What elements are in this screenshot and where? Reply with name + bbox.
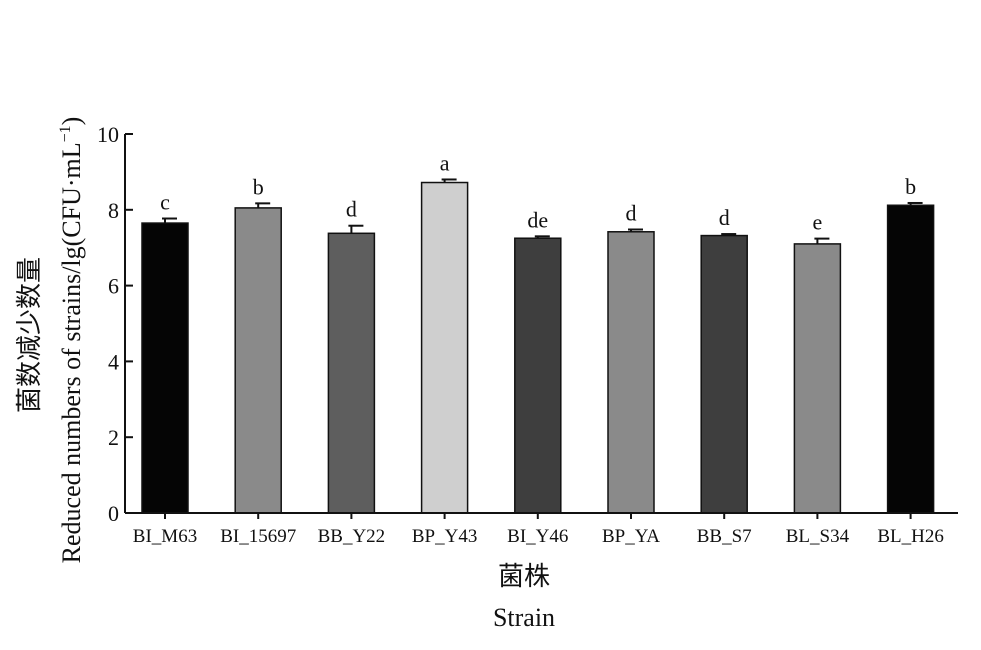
y-tick-label: 8 [108, 198, 119, 223]
bar [420, 181, 469, 514]
x-tick-label: BI_M63 [133, 526, 197, 547]
bar [793, 243, 842, 514]
y-tick-label: 0 [108, 501, 119, 526]
significance-label: d [346, 197, 357, 222]
bar [234, 207, 282, 514]
y-axis: 0 2 4 6 8 10 [97, 122, 133, 526]
x-tick-label: BP_Y43 [412, 526, 477, 547]
x-axis: BI_M63 BI_15697 BB_Y22 BP_Y43 BI_Y46 BP_YA BB_… [125, 512, 958, 547]
x-tick-label: BL_H26 [877, 526, 944, 547]
x-tick-label: BI_Y46 [507, 526, 568, 547]
x-tick-label: BL_S34 [786, 526, 850, 547]
significance-label: c [160, 190, 170, 215]
x-axis-label-en: Strain [493, 603, 555, 632]
bar [607, 231, 655, 514]
significance-label: d [626, 201, 637, 226]
y-tick-label: 4 [108, 349, 119, 374]
y-axis-label-zh: 菌数减少数量 [15, 257, 44, 413]
significance-label: de [527, 207, 548, 232]
significance-label: b [905, 174, 916, 199]
x-tick-label: BP_YA [602, 526, 660, 547]
significance-label: e [813, 210, 823, 235]
y-axis-label-en-close: ) [57, 117, 86, 126]
x-axis-label-zh: 菌株 [498, 562, 550, 591]
bar [514, 237, 562, 514]
y-tick-label: 6 [108, 274, 119, 299]
significance-label: d [719, 205, 730, 230]
bar [141, 222, 189, 514]
y-axis-label-en-sup: −1 [57, 125, 74, 142]
bar [700, 234, 748, 514]
x-tick-label: BI_15697 [220, 526, 296, 547]
bar [886, 204, 935, 514]
y-tick-label: 10 [97, 122, 119, 147]
y-axis-label-en-main: Reduced numbers of strains/lg(CFU·mL [57, 142, 86, 563]
y-tick-label: 2 [108, 425, 119, 450]
x-tick-label: BB_Y22 [318, 526, 386, 547]
y-axis-label-en: Reduced numbers of strains/lg(CFU·mL−1) [57, 117, 86, 564]
x-tick-label: BB_S7 [697, 526, 752, 547]
significance-label: a [440, 150, 450, 175]
bar [327, 232, 376, 514]
significance-label: b [253, 174, 264, 199]
